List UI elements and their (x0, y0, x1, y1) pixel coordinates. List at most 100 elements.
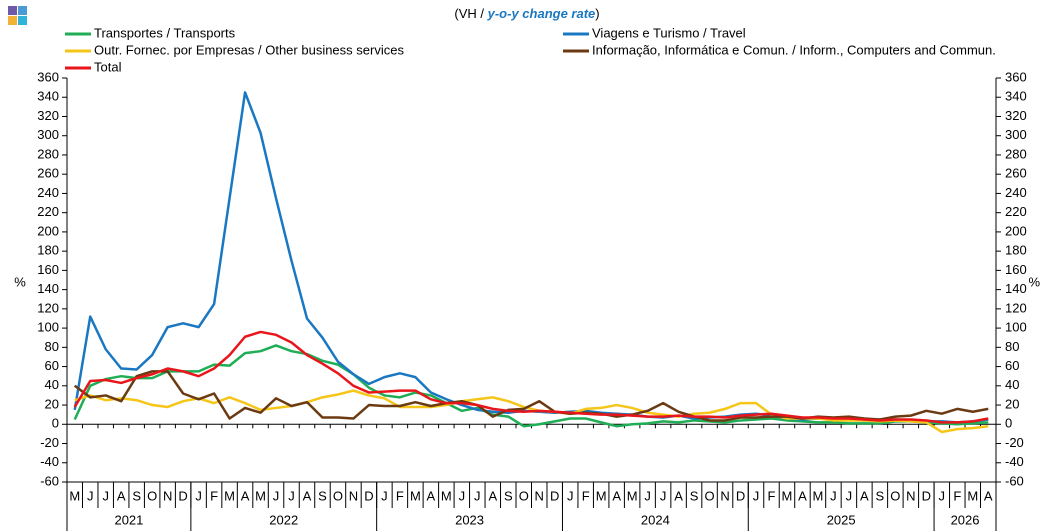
y-tick-label: 160 (37, 262, 59, 277)
y-tick-label: 140 (37, 281, 59, 296)
x-tick-label: J (846, 488, 853, 503)
x-tick-label: O (147, 488, 157, 503)
x-tick-label: O (519, 488, 529, 503)
y2-tick-label: 360 (1005, 69, 1027, 84)
x-tick-label: A (488, 488, 497, 503)
chart-title: (VH / y-o-y change rate) (454, 6, 599, 21)
x-tick-label: M (967, 488, 978, 503)
year-label: 2025 (827, 512, 856, 527)
x-tick-label: A (984, 488, 993, 503)
x-tick-label: M (782, 488, 793, 503)
series-line (74, 389, 989, 434)
y-axis-label: % (14, 274, 26, 289)
x-tick-label: D (550, 488, 559, 503)
legend-label: Outr. Fornec. por Empresas / Other busin… (94, 42, 404, 57)
x-tick-label: J (381, 488, 388, 503)
y-tick-label: 280 (37, 146, 59, 161)
x-tick-label: F (768, 488, 776, 503)
y2-tick-label: 60 (1005, 358, 1019, 373)
x-tick-label: M (813, 488, 824, 503)
y-tick-label: 40 (45, 377, 59, 392)
legend-label: Total (94, 59, 122, 74)
x-tick-label: A (674, 488, 683, 503)
x-tick-label: S (318, 488, 327, 503)
year-label: 2023 (455, 512, 484, 527)
x-tick-label: J (195, 488, 202, 503)
year-label: 2022 (269, 512, 298, 527)
x-tick-label: J (939, 488, 946, 503)
y-tick-label: 200 (37, 223, 59, 238)
y-tick-label: 20 (45, 396, 59, 411)
y2-tick-label: 340 (1005, 89, 1027, 104)
x-tick-label: M (69, 488, 80, 503)
x-tick-label: J (87, 488, 94, 503)
x-tick-label: J (753, 488, 760, 503)
x-tick-label: M (596, 488, 607, 503)
x-tick-label: M (441, 488, 452, 503)
x-tick-label: J (459, 488, 466, 503)
legend-label: Informação, Informática e Comun. / Infor… (592, 42, 996, 57)
x-tick-label: D (364, 488, 373, 503)
series-line (73, 91, 989, 424)
x-tick-label: O (704, 488, 714, 503)
x-tick-label: J (567, 488, 574, 503)
logo (8, 6, 27, 25)
y-tick-label: -20 (40, 435, 59, 450)
y-tick-label: -60 (40, 473, 59, 488)
x-tick-label: J (830, 488, 837, 503)
y2-tick-label: -20 (1005, 435, 1024, 450)
x-tick-label: A (303, 488, 312, 503)
x-tick-label: A (860, 488, 869, 503)
x-tick-label: M (224, 488, 235, 503)
y2-tick-label: 200 (1005, 223, 1027, 238)
x-tick-label: J (288, 488, 295, 503)
x-tick-label: O (333, 488, 343, 503)
x-tick-label: M (627, 488, 638, 503)
x-tick-label: N (535, 488, 544, 503)
x-tick-label: A (612, 488, 621, 503)
x-tick-label: A (798, 488, 807, 503)
y2-tick-label: 100 (1005, 320, 1027, 335)
y-tick-label: 220 (37, 204, 59, 219)
x-tick-label: M (410, 488, 421, 503)
x-tick-label: J (660, 488, 667, 503)
x-tick-label: O (890, 488, 900, 503)
year-label: 2024 (641, 512, 670, 527)
y2-tick-label: 260 (1005, 166, 1027, 181)
y2-tick-label: 240 (1005, 185, 1027, 200)
y-tick-label: 180 (37, 243, 59, 258)
series-line (73, 344, 989, 428)
x-tick-label: F (953, 488, 961, 503)
x-tick-label: F (582, 488, 590, 503)
legend-label: Transportes / Transports (94, 25, 236, 40)
y2-tick-label: 300 (1005, 127, 1027, 142)
y-tick-label: -40 (40, 454, 59, 469)
y-tick-label: 0 (52, 416, 59, 431)
x-tick-label: S (132, 488, 141, 503)
y2-tick-label: 140 (1005, 281, 1027, 296)
x-tick-label: F (396, 488, 404, 503)
y2-tick-label: 120 (1005, 300, 1027, 315)
x-tick-label: S (504, 488, 513, 503)
y-tick-label: 260 (37, 166, 59, 181)
y2-tick-label: -60 (1005, 473, 1024, 488)
x-tick-label: N (349, 488, 358, 503)
year-label: 2021 (114, 512, 143, 527)
x-tick-label: M (255, 488, 266, 503)
x-tick-label: J (474, 488, 481, 503)
y2-tick-label: 280 (1005, 146, 1027, 161)
y-tick-label: 320 (37, 108, 59, 123)
y2-tick-label: 180 (1005, 243, 1027, 258)
y2-axis-label: % (1028, 274, 1040, 289)
x-tick-label: N (163, 488, 172, 503)
x-tick-label: J (644, 488, 651, 503)
y2-tick-label: 20 (1005, 396, 1019, 411)
x-tick-label: F (210, 488, 218, 503)
y-tick-label: 80 (45, 339, 59, 354)
x-tick-label: A (427, 488, 436, 503)
series-line (73, 330, 989, 424)
y-tick-label: 360 (37, 69, 59, 84)
y2-tick-label: 160 (1005, 262, 1027, 277)
y-tick-label: 60 (45, 358, 59, 373)
